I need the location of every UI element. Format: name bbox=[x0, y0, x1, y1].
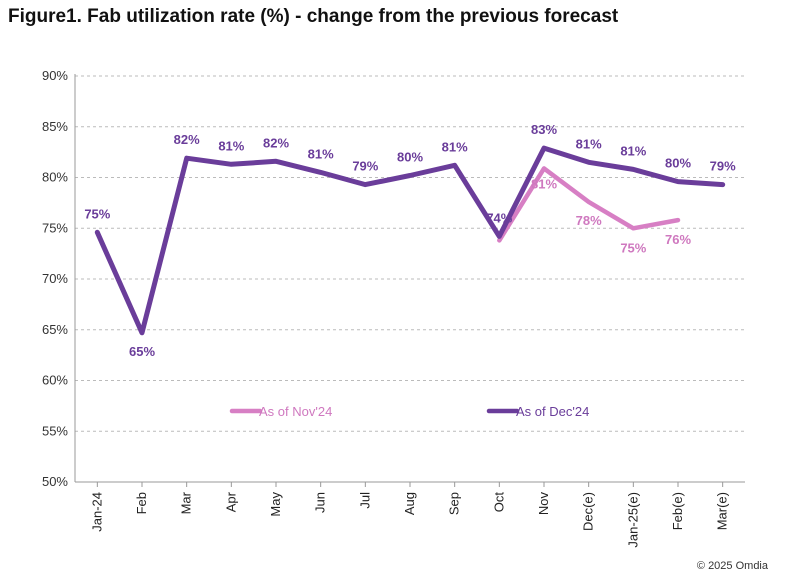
x-tick-label: Jan-25(e) bbox=[625, 492, 640, 548]
x-tick-label: May bbox=[268, 492, 283, 517]
y-tick-label: 80% bbox=[42, 170, 68, 185]
x-tick-label: Feb bbox=[134, 492, 149, 514]
y-tick-label: 70% bbox=[42, 271, 68, 286]
y-tick-label: 85% bbox=[42, 119, 68, 134]
data-label-dec: 79% bbox=[710, 159, 736, 174]
data-label-dec: 83% bbox=[531, 122, 557, 137]
data-label-nov: 78% bbox=[576, 213, 602, 228]
series-line-nov bbox=[497, 166, 681, 243]
data-label-dec: 65% bbox=[129, 344, 155, 359]
x-tick-label: Dec(e) bbox=[581, 492, 596, 531]
data-label-dec: 81% bbox=[576, 136, 602, 151]
data-label-layer: 81% 78% 75% 76% 75% 65% 82% 81% 82% 81% 79% 80% 81% 7… bbox=[84, 122, 736, 359]
data-label-dec: 82% bbox=[263, 135, 289, 150]
y-tick-label: 50% bbox=[42, 474, 68, 489]
data-label-dec: 80% bbox=[665, 156, 691, 171]
x-tick-label: Jan-24 bbox=[89, 492, 104, 532]
data-label-nov: 76% bbox=[665, 232, 691, 247]
data-label-dec: 81% bbox=[442, 139, 468, 154]
data-label-dec: 79% bbox=[352, 159, 378, 174]
x-tick-label: Sep bbox=[447, 492, 462, 515]
figure-title: Figure1. Fab utilization rate (%) - chan… bbox=[8, 6, 619, 27]
x-tick-label: Jun bbox=[313, 492, 328, 513]
x-tick-label: Aug bbox=[402, 492, 417, 515]
data-label-dec: 81% bbox=[218, 138, 244, 153]
y-tick-label: 55% bbox=[42, 423, 68, 438]
data-label-dec: 80% bbox=[397, 149, 423, 164]
y-tick-label: 75% bbox=[42, 220, 68, 235]
series-line-dec bbox=[94, 145, 726, 336]
legend-label-dec: As of Dec'24 bbox=[516, 404, 589, 419]
x-tick-label: Apr bbox=[223, 491, 238, 512]
legend: As of Nov'24 As of Dec'24 bbox=[229, 404, 589, 419]
x-tick-label: Feb(e) bbox=[670, 492, 685, 530]
data-label-dec: 75% bbox=[84, 206, 110, 221]
data-label-dec: 82% bbox=[174, 132, 200, 147]
data-label-dec: 81% bbox=[620, 143, 646, 158]
y-tick-label: 65% bbox=[42, 322, 68, 337]
y-tick-label: 90% bbox=[42, 68, 68, 83]
legend-label-nov: As of Nov'24 bbox=[259, 404, 332, 419]
series-layer bbox=[94, 145, 726, 336]
axis-layer: 50% 55% 60% 65% 70% 75% 80% 85% 90% Jan-24 Feb Mar A… bbox=[42, 68, 745, 548]
x-tick-label: Mar bbox=[179, 491, 194, 514]
x-tick-label: Mar(e) bbox=[715, 492, 730, 530]
data-label-dec: 81% bbox=[308, 146, 334, 161]
data-label-nov: 81% bbox=[531, 176, 557, 191]
data-label-dec: 74% bbox=[486, 210, 512, 225]
copyright-notice: © 2025 Omdia bbox=[696, 560, 768, 572]
y-tick-label: 60% bbox=[42, 373, 68, 388]
x-tick-label: Nov bbox=[536, 492, 551, 516]
x-tick-label: Oct bbox=[491, 492, 506, 513]
data-label-nov: 75% bbox=[620, 240, 646, 255]
x-tick-label: Jul bbox=[357, 492, 372, 509]
